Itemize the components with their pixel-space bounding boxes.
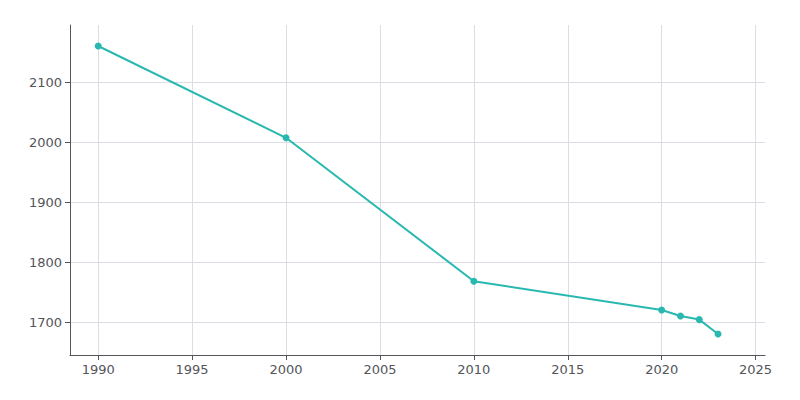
svg-text:2025: 2025 <box>739 362 772 377</box>
svg-text:2015: 2015 <box>551 362 584 377</box>
svg-text:2100: 2100 <box>29 75 62 90</box>
svg-text:1900: 1900 <box>29 195 62 210</box>
svg-text:2020: 2020 <box>645 362 678 377</box>
svg-text:2005: 2005 <box>363 362 396 377</box>
svg-text:2000: 2000 <box>29 135 62 150</box>
svg-text:1700: 1700 <box>29 315 62 330</box>
svg-text:1995: 1995 <box>176 362 209 377</box>
svg-text:1990: 1990 <box>82 362 115 377</box>
svg-text:1800: 1800 <box>29 255 62 270</box>
svg-text:2010: 2010 <box>457 362 490 377</box>
svg-text:2000: 2000 <box>269 362 302 377</box>
